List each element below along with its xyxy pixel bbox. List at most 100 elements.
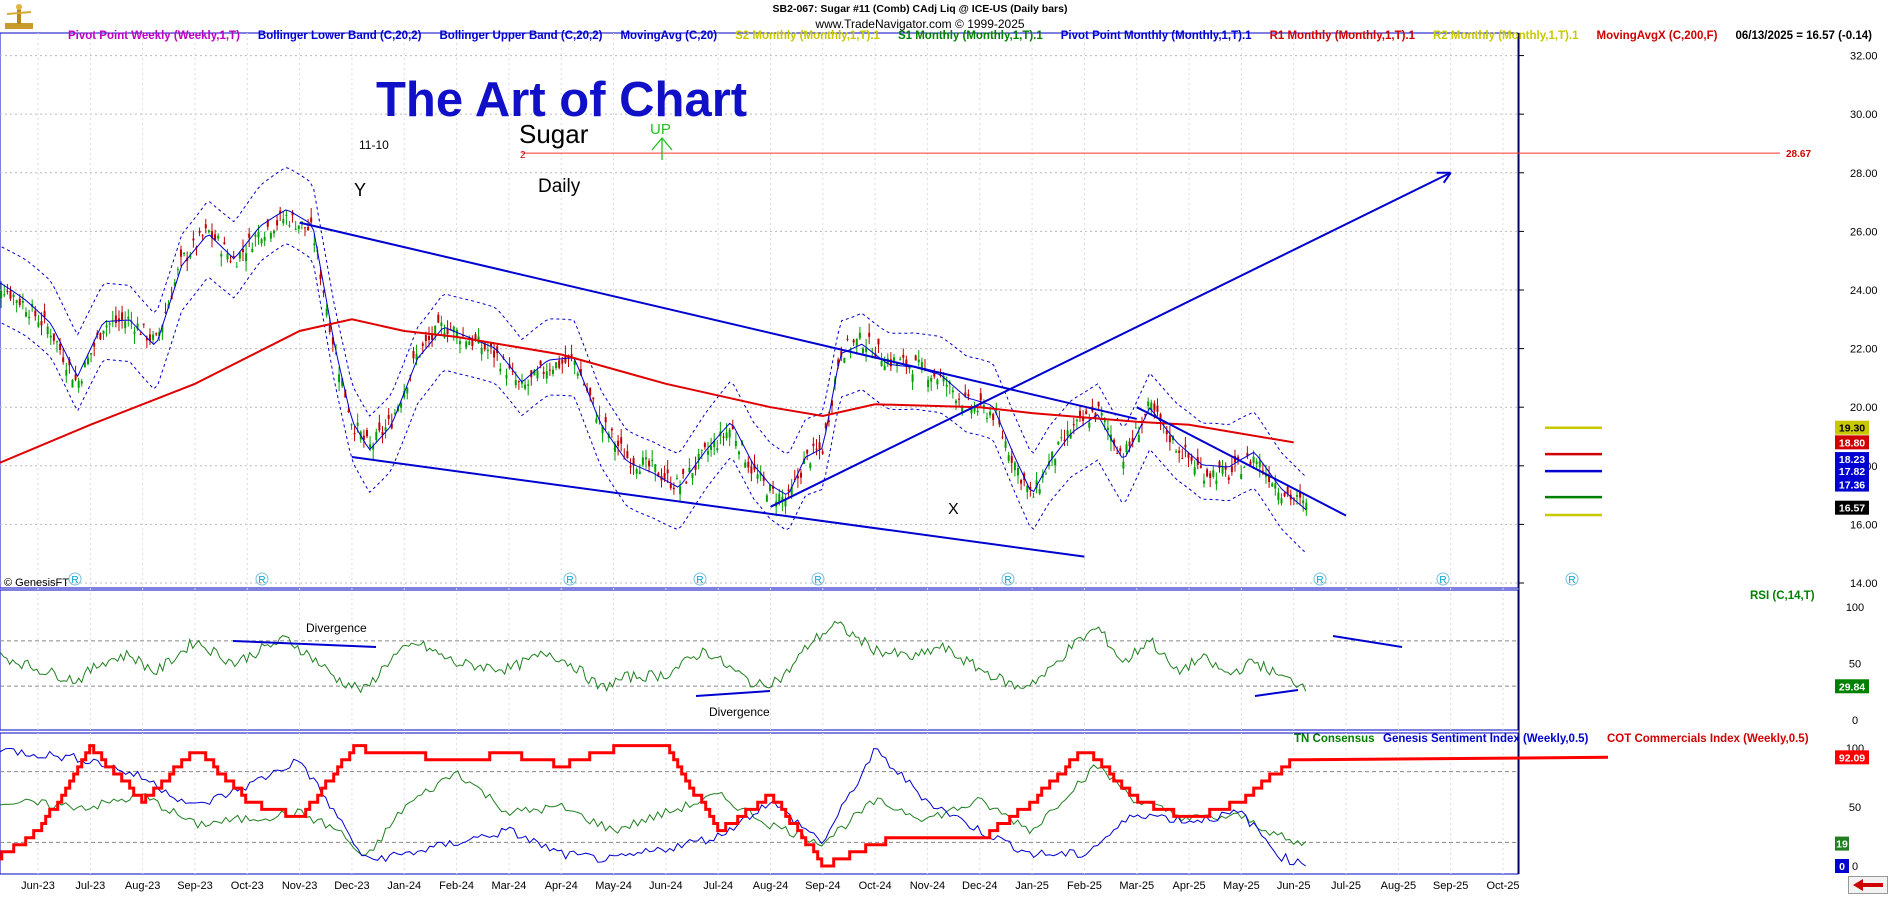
candle-body: [548, 369, 551, 371]
candle-body: [458, 341, 461, 345]
legend-item: 06/13/2025 = 16.57 (-0.14): [1735, 30, 1872, 42]
candle-body: [46, 326, 49, 335]
candle-body: [1032, 496, 1035, 498]
candle-body: [648, 460, 651, 467]
sentiment-value-box: [1835, 836, 1849, 851]
candle-body: [1066, 430, 1069, 436]
sentiment-value-label: 0: [1839, 861, 1845, 873]
candle-body: [663, 473, 666, 480]
candle-body: [1113, 439, 1116, 445]
rsi-value-box: [1835, 679, 1869, 694]
candle-body: [558, 360, 561, 368]
candle-body: [691, 473, 694, 478]
candle-body: [303, 227, 306, 229]
x-tick-label: Dec-23: [334, 880, 369, 892]
bollinger-upper-band: [0, 166, 1307, 477]
x-tick-label: Apr-25: [1173, 880, 1206, 892]
candle-body: [920, 361, 923, 370]
candle-body: [468, 341, 471, 346]
candle-body: [951, 390, 954, 393]
legend-item: MovingAvg (C,20): [620, 30, 718, 42]
candle-body: [189, 255, 192, 258]
candle-body: [809, 463, 812, 468]
candle-body: [877, 338, 880, 345]
candle-body: [65, 370, 68, 376]
candle-body: [381, 431, 384, 436]
candle-body: [499, 368, 502, 372]
moving-average-200: [0, 318, 1294, 464]
candle-body: [136, 323, 139, 330]
candle-body: [1116, 452, 1119, 454]
candle-body: [9, 290, 12, 299]
x-tick-label: Jan-24: [387, 880, 421, 892]
candle-body: [617, 440, 620, 446]
candle-body: [1144, 413, 1147, 415]
candle-body: [455, 329, 458, 338]
candle-body: [747, 461, 750, 468]
candle-body: [589, 388, 592, 396]
price-label-text: 17.36: [1839, 480, 1865, 492]
candle-body: [493, 350, 496, 358]
candle-body: [905, 359, 908, 367]
candle-body: [403, 391, 406, 398]
candle-body: [703, 443, 706, 448]
candle-body: [1007, 455, 1010, 461]
candle-body: [765, 495, 768, 502]
candle-body: [768, 484, 771, 491]
sentiment-value-box: [1835, 859, 1849, 873]
candle-body: [1249, 461, 1252, 465]
divergence-line: [232, 640, 377, 648]
candle-body: [728, 429, 731, 438]
candle-body: [998, 419, 1001, 425]
candle-body: [279, 210, 282, 214]
candle-body: [124, 321, 127, 329]
candle-body: [1001, 436, 1004, 438]
candle-body: [1227, 477, 1230, 480]
scroll-left-button[interactable]: [1848, 876, 1888, 894]
price-tick-label: 22.00: [1850, 344, 1878, 356]
moving-average-20: [0, 209, 1307, 510]
candle-body: [353, 433, 356, 435]
candle-body: [486, 349, 489, 352]
candle-body: [973, 405, 976, 412]
legend-item: MovingAvgX (C,200,F): [1596, 30, 1718, 42]
candle-body: [375, 431, 378, 440]
candle-body: [226, 253, 229, 260]
candle-body: [1202, 480, 1205, 484]
rsi-panel-title: RSI (C,14,T): [1750, 590, 1815, 602]
price-label-box: [1835, 500, 1869, 515]
bollinger-lower-band: [0, 243, 1307, 554]
candle-body: [214, 234, 217, 241]
candle-body: [672, 487, 675, 490]
x-tick-label: May-25: [1223, 880, 1260, 892]
candle-body: [679, 486, 682, 495]
candle-body: [1165, 430, 1168, 435]
candle-body: [964, 392, 967, 396]
candle-body: [790, 487, 793, 495]
candle-body: [666, 469, 669, 474]
price-label-box: [1835, 420, 1869, 435]
legend-item: Pivot Point Monthly (Monthly,1,T).1: [1060, 30, 1252, 42]
candle-body: [772, 486, 775, 489]
candle-body: [483, 342, 486, 350]
tn-consensus-title: TN Consensus: [1294, 733, 1375, 745]
candle-body: [387, 414, 390, 419]
candle-body: [706, 450, 709, 455]
r-marker-circle: [1001, 572, 1015, 586]
candle-body: [6, 290, 9, 292]
candle-body: [266, 219, 269, 227]
r-marker-circle: [1565, 572, 1579, 586]
candle-body: [74, 374, 77, 380]
candle-body: [390, 423, 393, 429]
candle-body: [985, 417, 988, 419]
resistance-line-label: 28.67: [1786, 149, 1811, 160]
candle-body: [917, 359, 920, 363]
legend-item: Bollinger Lower Band (C,20,2): [257, 30, 422, 42]
candle-body: [108, 323, 111, 325]
candle-body: [750, 466, 753, 474]
candle-body: [1218, 461, 1221, 468]
candle-body: [313, 243, 316, 246]
candle-body: [235, 266, 238, 268]
candle-body: [979, 393, 982, 401]
candle-body: [105, 325, 108, 328]
